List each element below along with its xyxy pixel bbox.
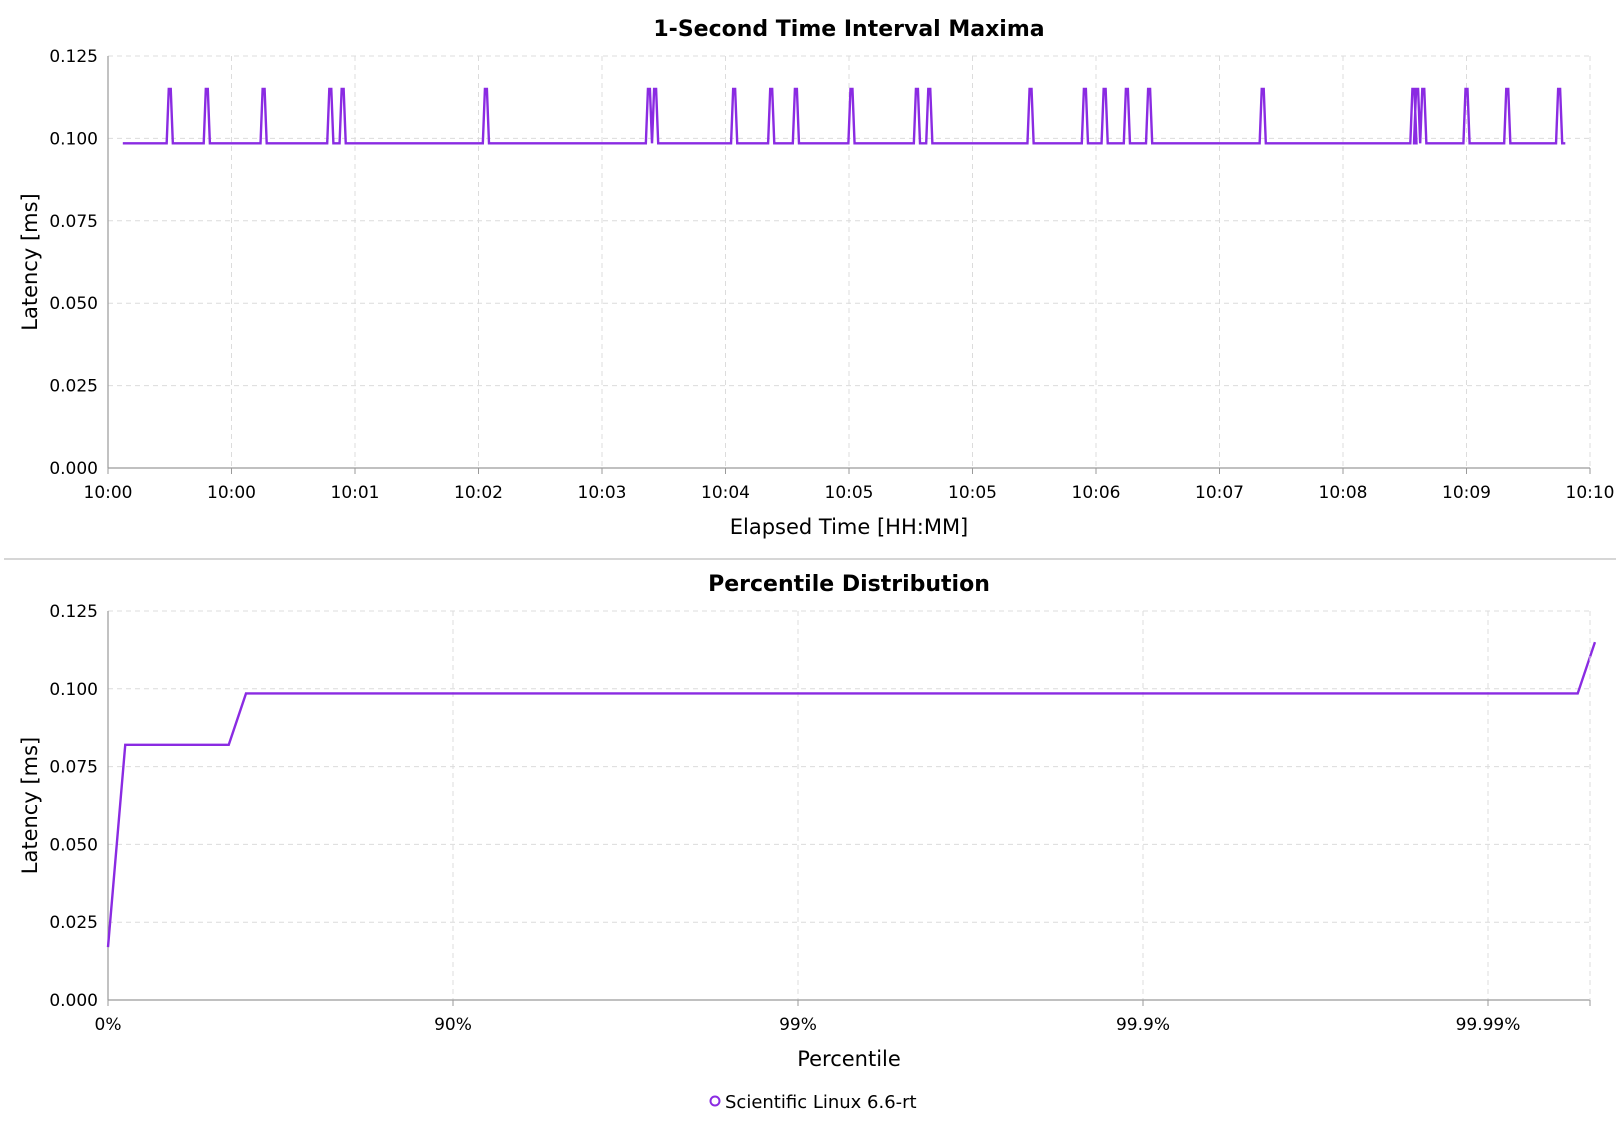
percentile-distribution-chart: Percentile Distribution 0.000 0.025 0.050 0.… [18,572,1597,1071]
legend: Scientific Linux 6.6-rt [709,1092,917,1113]
interval-maxima-chart: 1-Second Time Interval Maxima 0.000 0.025 0… [18,17,1615,539]
x-tick-label: 90% [434,1015,472,1035]
x-tick-label: 10:00 [207,483,256,503]
y-tick-label: 0.050 [49,835,98,855]
x-tick-label: 99.99% [1456,1015,1521,1035]
y-tick-label: 0.075 [49,212,98,232]
x-tick-label: 99% [779,1015,817,1035]
y-tick-label: 0.025 [49,913,98,933]
x-tick-label: 10:05 [825,483,874,503]
y-axis-label: Latency [ms] [18,737,42,874]
y-tick-label: 0.125 [49,47,98,67]
x-tick-label: 10:08 [1319,483,1368,503]
x-tick-label: 10:10 [1566,483,1615,503]
y-tick-label: 0.100 [49,129,98,149]
x-tick-label: 10:01 [331,483,380,503]
y-tick-label: 0.025 [49,377,98,397]
chart-title: Percentile Distribution [708,572,990,597]
series-line-percentile [106,641,1597,948]
y-tick-label: 0.075 [49,758,98,778]
x-axis-label: Percentile [797,1047,901,1071]
x-tick-label: 10:02 [454,483,503,503]
y-tick-label: 0.050 [49,294,98,314]
legend-label: Scientific Linux 6.6-rt [725,1092,917,1113]
series-line-interval-maxima [122,87,1566,145]
legend-marker-icon [709,1095,721,1107]
chart-title: 1-Second Time Interval Maxima [653,17,1044,42]
x-tick-label: 10:07 [1195,483,1244,503]
x-tick-label: 10:06 [1072,483,1121,503]
x-tick-label: 99.9% [1116,1015,1170,1035]
x-axis-label: Elapsed Time [HH:MM] [730,515,969,539]
x-tick-label: 10:00 [84,483,133,503]
x-tick-label: 0% [95,1015,122,1035]
y-tick-label: 0.125 [49,602,98,622]
y-axis-label: Latency [ms] [18,193,42,330]
x-tick-label: 10:03 [578,483,627,503]
y-tick-label: 0.000 [49,459,98,479]
x-tick-label: 10:09 [1442,483,1491,503]
y-tick-label: 0.000 [49,991,98,1011]
y-tick-label: 0.100 [49,680,98,700]
x-tick-label: 10:04 [701,483,750,503]
x-tick-label: 10:05 [948,483,997,503]
